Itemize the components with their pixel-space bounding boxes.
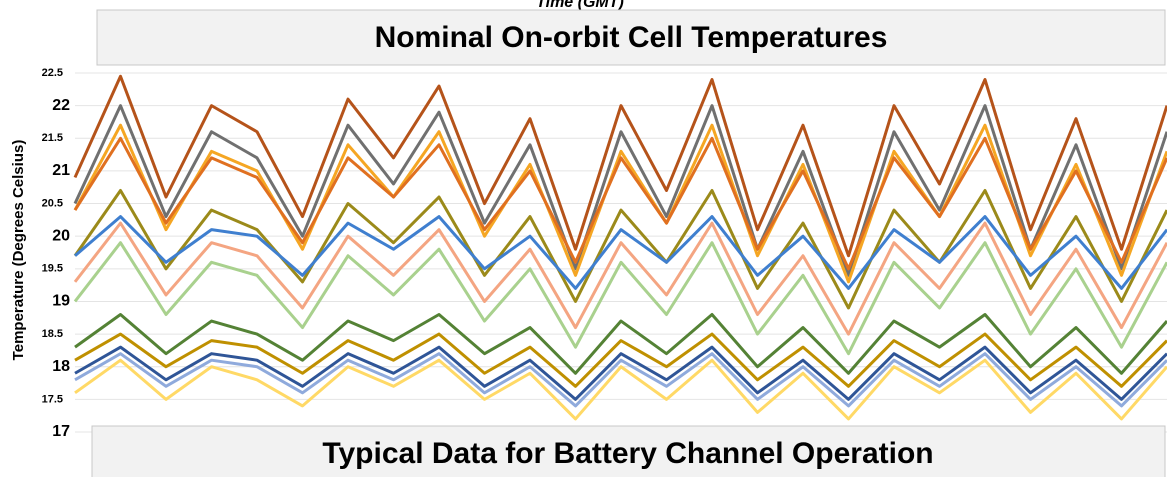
subtitle-box <box>91 425 1166 477</box>
series-line <box>73 188 1167 310</box>
series-line <box>74 332 1167 388</box>
series-line <box>74 215 1167 290</box>
grid <box>75 72 1167 433</box>
y-tick-label: 20.5 <box>42 197 63 209</box>
title-box <box>96 9 1166 66</box>
y-tick-label: 21.5 <box>42 132 63 144</box>
y-tick-label: 18.5 <box>42 328 63 340</box>
series-line <box>73 74 1167 258</box>
series-line <box>73 221 1167 336</box>
y-tick-label: 21 <box>52 162 70 179</box>
y-tick-label: 17.5 <box>42 393 63 405</box>
y-tick-label: 17 <box>52 423 70 440</box>
series-line <box>74 352 1167 408</box>
y-tick-label: 22.5 <box>42 67 63 79</box>
series-line <box>74 358 1167 421</box>
y-tick-label: 20 <box>52 227 70 244</box>
series-line <box>74 345 1167 401</box>
y-tick-label: 19.5 <box>42 263 63 275</box>
series-line <box>73 104 1167 277</box>
y-tick-label: 18 <box>52 358 70 375</box>
y-axis-label: Temperature (Degrees Celsius) <box>10 140 27 361</box>
series-line <box>73 123 1167 284</box>
y-tick-label: 22 <box>52 97 70 114</box>
series-line <box>74 313 1167 375</box>
chart-subtitle: Typical Data for Battery Channel Operati… <box>322 437 933 470</box>
lines <box>73 74 1167 421</box>
chart-title: Nominal On-orbit Cell Temperatures <box>375 21 888 54</box>
x-axis-label: Time (GMT) <box>536 0 624 11</box>
series-line <box>73 136 1167 271</box>
y-tick-label: 19 <box>52 293 70 310</box>
series-line <box>73 241 1167 356</box>
